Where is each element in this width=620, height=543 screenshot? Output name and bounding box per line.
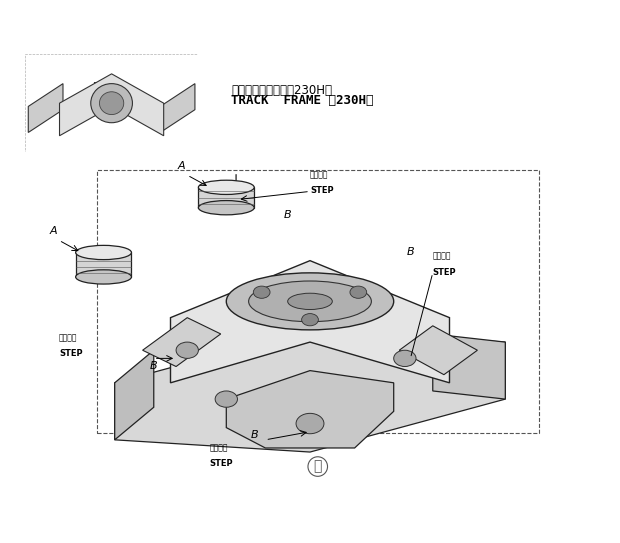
Polygon shape xyxy=(226,370,394,448)
Ellipse shape xyxy=(288,293,332,310)
Polygon shape xyxy=(198,187,254,207)
Text: 301: 301 xyxy=(92,82,110,92)
Polygon shape xyxy=(160,84,195,132)
Circle shape xyxy=(301,313,319,326)
Ellipse shape xyxy=(198,200,254,215)
Polygon shape xyxy=(433,334,505,399)
Text: A: A xyxy=(178,161,185,171)
Circle shape xyxy=(215,391,237,407)
Circle shape xyxy=(350,286,366,298)
Polygon shape xyxy=(115,350,154,440)
Text: トラックフレーム（230H）: トラックフレーム（230H） xyxy=(231,84,332,97)
Text: B: B xyxy=(150,361,157,370)
Circle shape xyxy=(254,286,270,298)
Text: 01: 01 xyxy=(230,187,242,197)
Ellipse shape xyxy=(76,270,131,284)
Circle shape xyxy=(296,413,324,434)
Polygon shape xyxy=(29,84,63,132)
Polygon shape xyxy=(399,326,477,375)
Text: ステップ: ステップ xyxy=(310,170,329,179)
Text: B: B xyxy=(284,210,291,220)
Ellipse shape xyxy=(226,273,394,330)
Circle shape xyxy=(99,92,124,115)
Polygon shape xyxy=(143,318,221,367)
Text: B: B xyxy=(250,430,258,440)
Text: STEP: STEP xyxy=(210,459,233,468)
Ellipse shape xyxy=(76,245,131,260)
Text: B: B xyxy=(407,247,414,256)
Polygon shape xyxy=(60,74,164,136)
Text: ステップ: ステップ xyxy=(433,251,451,261)
Text: TRACK  FRAME （230H）: TRACK FRAME （230H） xyxy=(231,94,374,108)
Text: STEP: STEP xyxy=(433,268,456,277)
Polygon shape xyxy=(170,261,450,383)
Text: Ⓜ: Ⓜ xyxy=(314,459,322,473)
Text: A: A xyxy=(50,226,57,236)
Circle shape xyxy=(394,350,416,367)
Text: STEP: STEP xyxy=(59,349,82,358)
Circle shape xyxy=(91,84,133,123)
Ellipse shape xyxy=(198,180,254,194)
Text: ステップ: ステップ xyxy=(59,333,78,342)
Circle shape xyxy=(176,342,198,358)
Text: ステップ: ステップ xyxy=(210,443,228,452)
Polygon shape xyxy=(115,330,505,452)
Ellipse shape xyxy=(249,281,371,321)
Text: STEP: STEP xyxy=(310,186,334,195)
Polygon shape xyxy=(76,252,131,277)
